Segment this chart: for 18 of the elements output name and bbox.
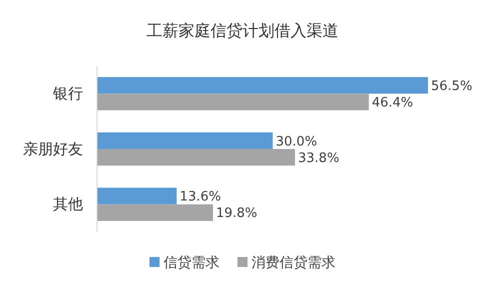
bar: [97, 204, 213, 221]
bar: [97, 77, 428, 94]
data-label: 46.4%: [372, 96, 414, 111]
y-tick-label: 其他: [53, 195, 83, 214]
bar: [97, 188, 177, 204]
data-label: 56.5%: [431, 78, 472, 94]
bar: [97, 149, 296, 166]
bar: [97, 94, 369, 110]
data-label: 33.8%: [298, 150, 340, 166]
data-label: 19.8%: [216, 206, 258, 222]
bar: [97, 132, 273, 149]
data-label: 13.6%: [180, 190, 221, 205]
legend-label: 信贷需求: [164, 254, 220, 271]
data-label: 30.0%: [276, 134, 318, 150]
y-tick-label: 银行: [52, 84, 83, 102]
legend-label: 消费信贷需求: [252, 254, 336, 271]
chart-title: 工薪家庭信贷计划借入渠道: [146, 21, 338, 40]
y-tick-label: 亲朋好友: [23, 140, 83, 158]
